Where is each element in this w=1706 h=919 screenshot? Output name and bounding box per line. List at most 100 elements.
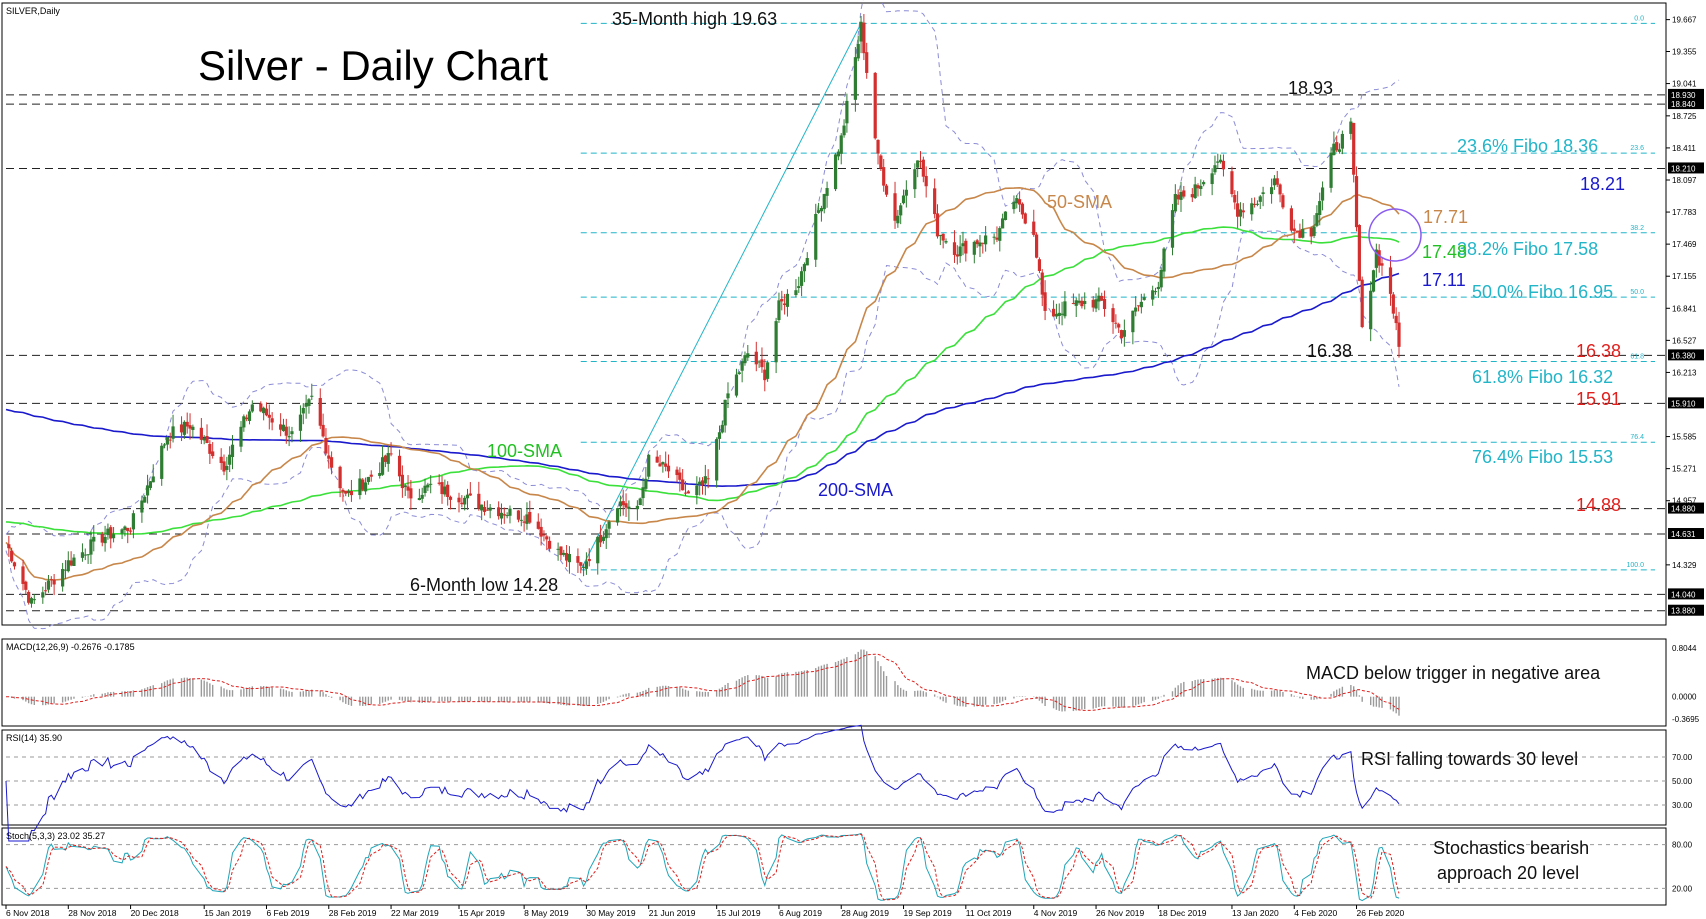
candle-body: [199, 427, 203, 440]
candle-body: [901, 195, 906, 204]
candle-body: [802, 264, 807, 272]
candle-body: [1250, 203, 1254, 215]
candle-body: [1094, 299, 1098, 309]
candle-body: [346, 490, 351, 494]
price-tag-label: 18.210: [1671, 164, 1696, 173]
candle-body: [259, 403, 263, 412]
candle-body: [899, 205, 903, 216]
candle-body: [1156, 286, 1160, 290]
candle-body: [463, 497, 467, 505]
candle-body: [836, 151, 841, 157]
candle-body: [1298, 230, 1302, 238]
candle-body: [477, 493, 481, 509]
candle-body: [814, 213, 818, 260]
candle-body: [301, 407, 305, 414]
annotation-level-1821: 18.21: [1580, 174, 1625, 194]
candle-body: [1159, 269, 1163, 288]
candle-body: [417, 498, 421, 501]
candle-body: [63, 569, 68, 571]
candle-body: [397, 455, 402, 477]
x-axis-label: 20 Dec 2018: [131, 908, 179, 918]
candle-body: [961, 243, 965, 247]
candle-body: [658, 463, 662, 467]
candle-body: [1261, 192, 1265, 195]
candle-body: [1380, 263, 1384, 266]
price-tag-label: 13.880: [1671, 607, 1696, 616]
candle-body: [230, 444, 235, 458]
candle-body: [429, 483, 433, 485]
candle-body: [542, 534, 546, 536]
candle-body: [128, 530, 133, 532]
candle-body: [1354, 176, 1359, 228]
candle-body: [1063, 301, 1067, 317]
candle-body: [168, 439, 172, 441]
candle-body: [1216, 161, 1220, 163]
candle-body: [239, 426, 243, 447]
candle-body: [896, 215, 900, 224]
candle-body: [389, 453, 393, 455]
candle-body: [111, 534, 116, 539]
candle-body: [978, 242, 982, 247]
candle-body: [1371, 270, 1376, 292]
x-axis-label: 26 Nov 2019: [1096, 908, 1144, 918]
candle-body: [1397, 322, 1401, 347]
candle-body: [615, 508, 620, 523]
candle-body: [644, 478, 648, 489]
candle-body: [683, 492, 688, 494]
candle-body: [318, 398, 322, 426]
candle-body: [380, 457, 385, 475]
x-axis-label: 4 Feb 2020: [1294, 908, 1337, 918]
candle-body: [734, 374, 739, 396]
price-axis-label: 16.841: [1672, 304, 1697, 313]
candle-body: [1272, 178, 1277, 186]
rsi-line: [5, 724, 1400, 842]
candle-body: [879, 155, 883, 169]
crossover-highlight-circle: [1368, 208, 1422, 262]
candle-body: [1312, 226, 1316, 236]
candle-body: [624, 503, 628, 508]
candle-body: [1357, 224, 1361, 281]
candle-body: [1230, 171, 1234, 195]
candle-body: [1040, 272, 1044, 295]
annotation-support-left: 16.38: [1307, 341, 1352, 361]
bollinger-lower-band: [5, 229, 1400, 630]
fibo-level-tag: 76.4: [1630, 434, 1644, 441]
candle-body: [1114, 322, 1118, 324]
candle-body: [443, 486, 447, 495]
sma200-line: [5, 272, 1400, 488]
candle-body: [548, 540, 552, 549]
candle-body: [89, 539, 93, 555]
candle-body: [564, 553, 569, 561]
candle-body: [760, 359, 764, 368]
candle-body: [819, 208, 824, 212]
candle-body: [338, 466, 342, 489]
candle-body: [805, 258, 809, 266]
candle-body: [1391, 294, 1395, 314]
candle-body: [785, 293, 790, 307]
candle-body: [1221, 160, 1226, 170]
candle-body: [92, 536, 96, 542]
candle-body: [607, 521, 611, 529]
candle-body: [460, 502, 464, 505]
candle-body: [1015, 198, 1019, 204]
candle-body: [1289, 208, 1294, 231]
candle-body: [1182, 190, 1186, 197]
candle-body: [661, 462, 665, 465]
stoch-k-line: [5, 832, 1400, 902]
candle-body: [140, 500, 144, 513]
candle-body: [1329, 152, 1333, 188]
candle-body: [446, 484, 450, 497]
stoch-annotation-line2: approach 20 level: [1437, 863, 1579, 883]
candle-body: [41, 592, 45, 598]
candle-body: [66, 560, 70, 572]
candle-body: [587, 559, 591, 562]
candle-body: [1332, 143, 1336, 156]
x-axis-label: 4 Nov 2019: [1034, 908, 1078, 918]
candle-body: [706, 478, 710, 480]
stoch-annotation-line1: Stochastics bearish: [1433, 838, 1589, 858]
candle-body: [1318, 201, 1322, 215]
annotation-fibo-236: 23.6% Fibo 18.36: [1457, 136, 1598, 156]
candle-body: [29, 598, 34, 604]
candle-body: [1369, 290, 1373, 330]
candle-body: [601, 536, 606, 541]
